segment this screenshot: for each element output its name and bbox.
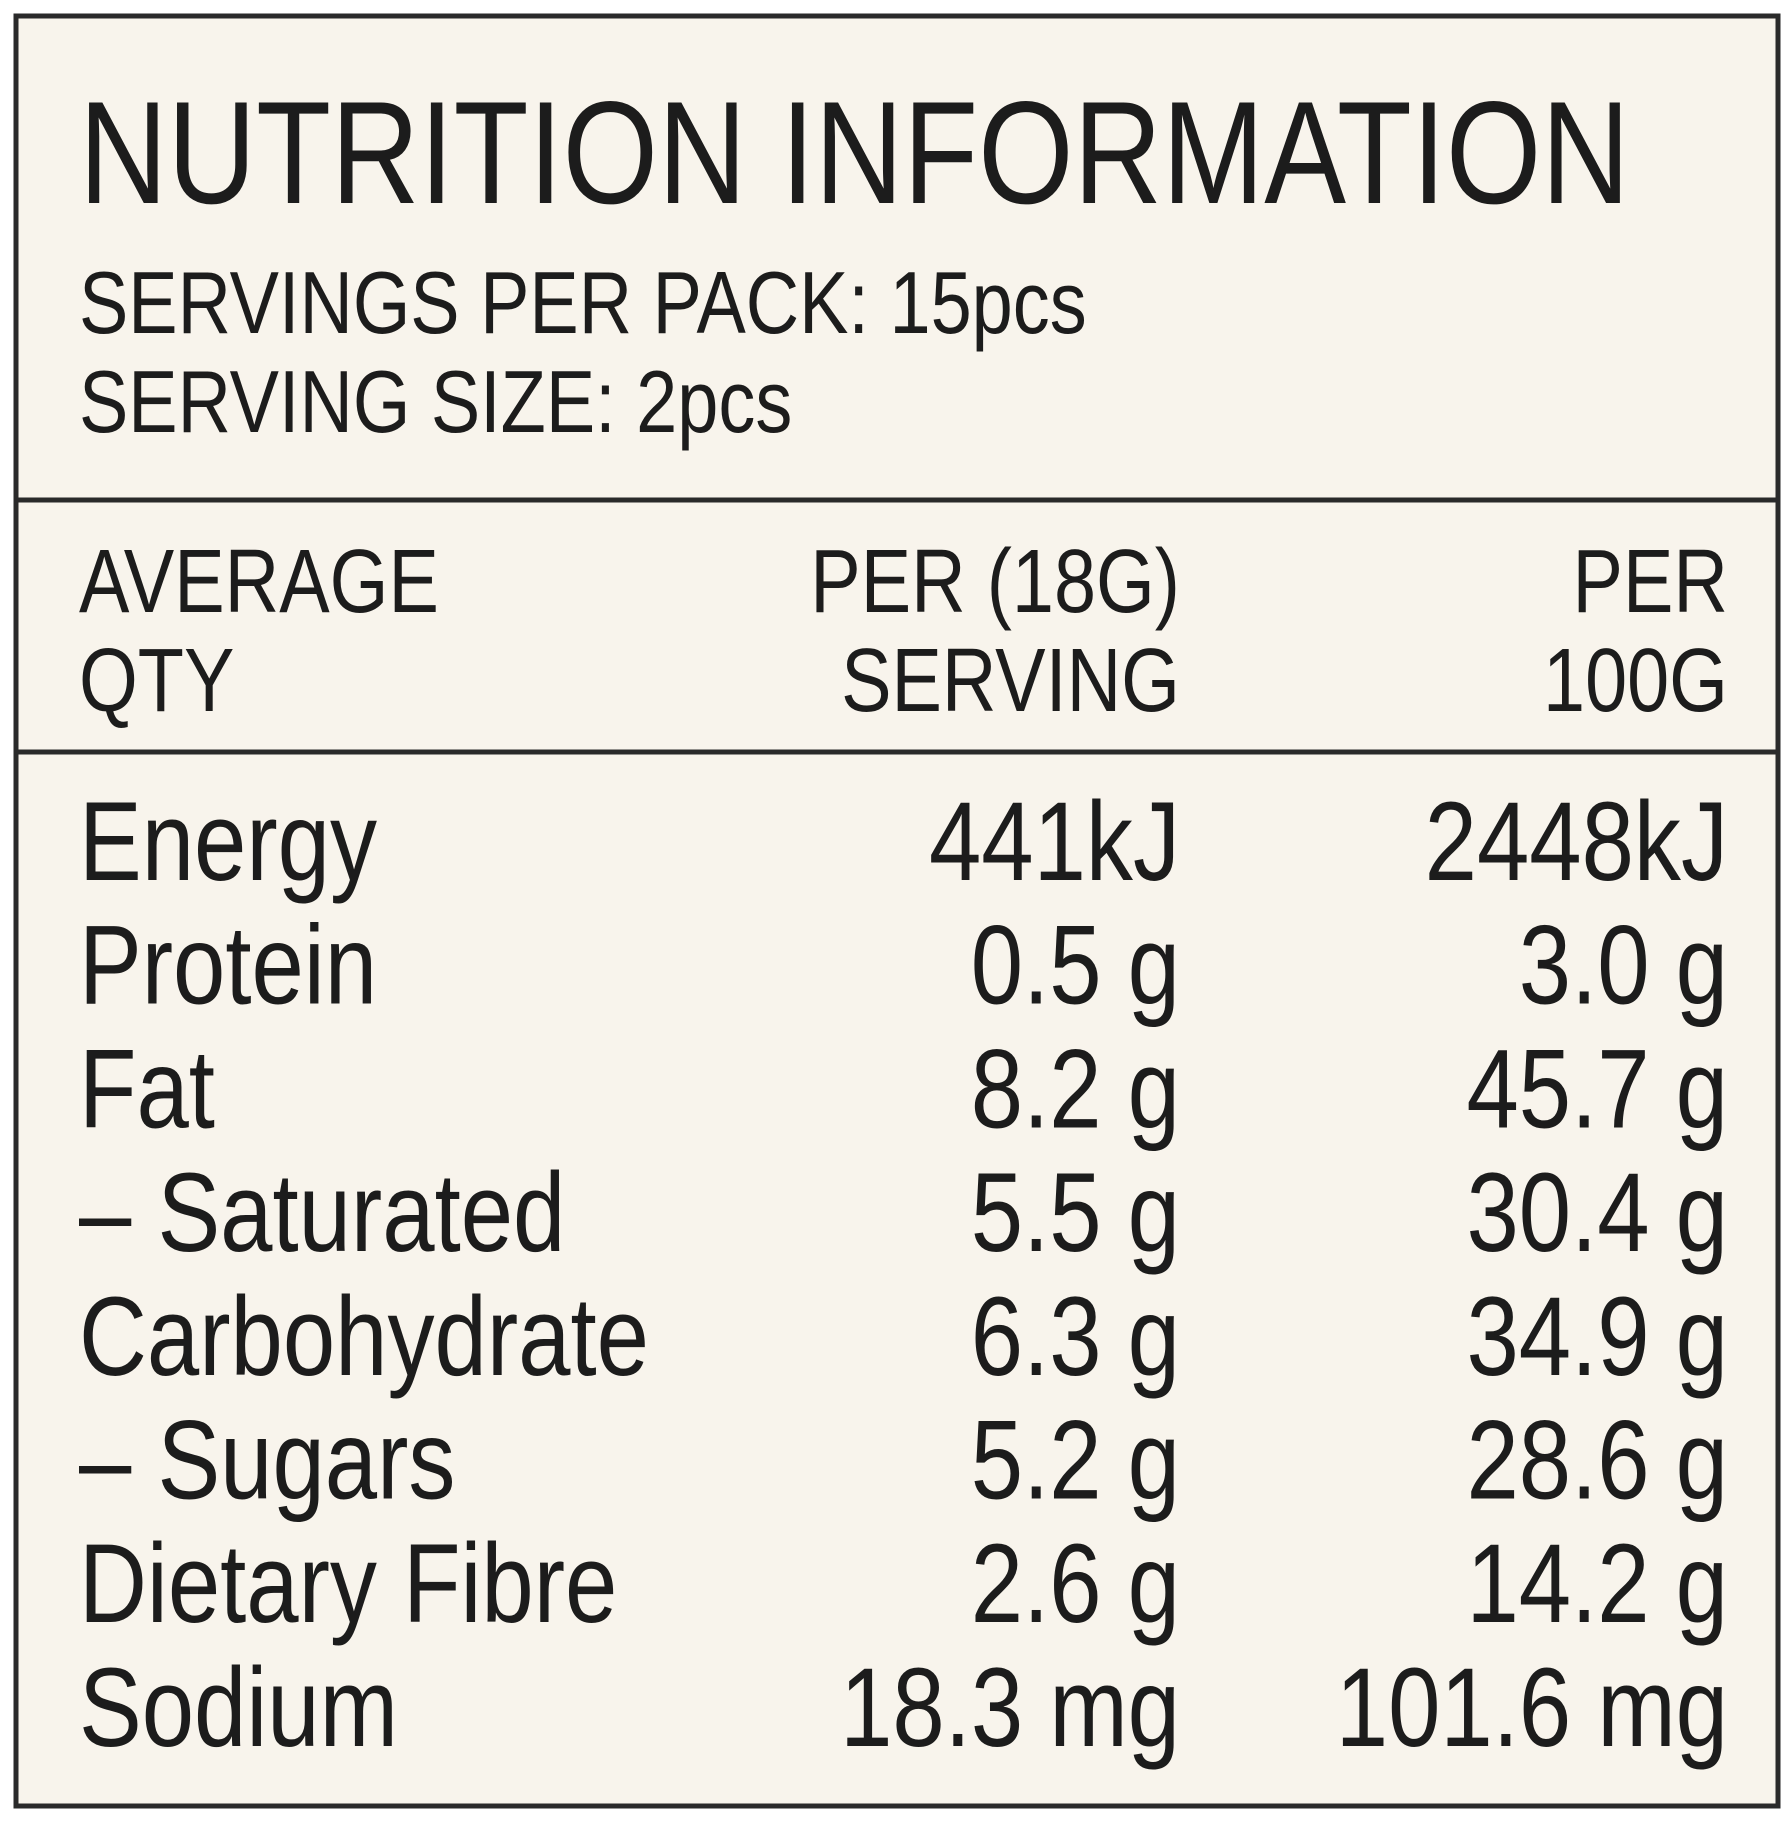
nutrient-name: Sodium: [79, 1644, 398, 1770]
column-header: PER: [1573, 531, 1728, 632]
servings-per-pack: SERVINGS PER PACK: 15pcs: [79, 254, 1087, 353]
nutrient-name: Carbohydrate: [79, 1273, 649, 1399]
nutrient-value: 441kJ: [929, 778, 1180, 904]
nutrient-value: 28.6 g: [1466, 1397, 1728, 1523]
nutrient-value: 14.2 g: [1466, 1520, 1728, 1646]
nutrient-name: – Sugars: [79, 1397, 455, 1523]
nutrient-name: Dietary Fibre: [79, 1520, 617, 1646]
nutrient-value: 18.3 mg: [840, 1644, 1180, 1770]
column-header: PER (18G): [810, 531, 1180, 632]
serving-size: SERVING SIZE: 2pcs: [79, 353, 792, 452]
nutrient-value: 101.6 mg: [1336, 1644, 1728, 1770]
nutrient-name: Energy: [79, 778, 377, 904]
column-header: 100G: [1543, 630, 1728, 731]
nutrient-value: 3.0 g: [1519, 902, 1728, 1028]
column-header: QTY: [79, 630, 234, 731]
nutrient-value: 8.2 g: [971, 1026, 1180, 1152]
column-header: SERVING: [841, 630, 1180, 731]
nutrient-value: 5.2 g: [971, 1397, 1180, 1523]
nutrient-value: 2.6 g: [971, 1520, 1180, 1646]
nutrient-value: 0.5 g: [971, 902, 1180, 1028]
nutrient-name: Fat: [79, 1026, 215, 1152]
nutrient-value: 30.4 g: [1466, 1149, 1728, 1275]
nutrient-value: 5.5 g: [971, 1149, 1180, 1275]
nutrient-name: – Saturated: [79, 1149, 565, 1275]
column-header: AVERAGE: [79, 531, 439, 632]
label-frame: [13, 13, 1781, 1809]
nutrient-name: Protein: [79, 902, 377, 1028]
title: NUTRITION INFORMATION: [79, 71, 1630, 235]
nutrient-value: 2448kJ: [1425, 778, 1728, 904]
nutrient-value: 45.7 g: [1466, 1026, 1728, 1152]
nutrient-value: 34.9 g: [1466, 1273, 1728, 1399]
nutrient-value: 6.3 g: [971, 1273, 1180, 1399]
